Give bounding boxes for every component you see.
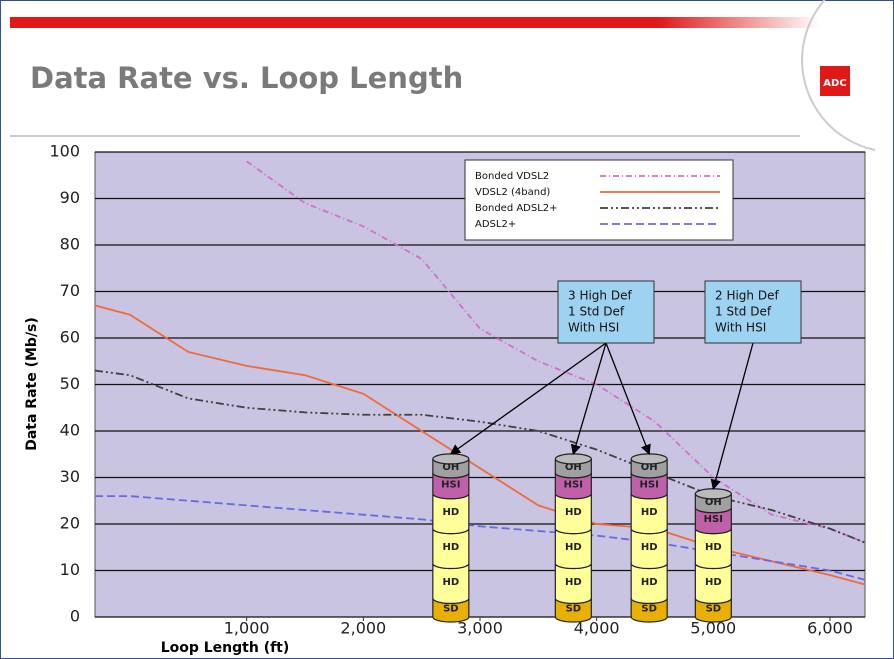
- y-tick-label: 100: [49, 142, 80, 161]
- callout-text: 1 Std Def: [715, 305, 772, 319]
- y-tick-label: 70: [60, 281, 80, 300]
- stack-label: HSI: [441, 479, 460, 490]
- legend-label: ADSL2+: [475, 219, 516, 230]
- x-axis-label: Loop Length (ft): [161, 640, 290, 656]
- stack-label: SD: [706, 604, 722, 615]
- stack-label: HD: [641, 542, 658, 553]
- stack-label: SD: [443, 604, 459, 615]
- y-tick-label: 0: [70, 607, 80, 626]
- y-tick-label: 60: [60, 328, 80, 347]
- logo: ADC: [823, 78, 846, 89]
- x-tick-label: 2,000: [340, 619, 386, 638]
- y-tick-label: 90: [60, 188, 80, 207]
- y-tick-label: 80: [60, 235, 80, 254]
- x-tick-label: 4,000: [574, 619, 620, 638]
- stack-cap: [555, 454, 591, 464]
- y-tick-label: 50: [60, 374, 80, 393]
- stack-label: HD: [442, 507, 459, 518]
- y-axis-label: Data Rate (Mb/s): [24, 317, 40, 451]
- chart-title: Data Rate vs. Loop Length: [30, 61, 463, 95]
- stack-cap: [433, 454, 469, 464]
- stack-label: HD: [705, 542, 722, 553]
- y-tick-label: 20: [60, 514, 80, 533]
- callout-text: 3 High Def: [568, 289, 632, 303]
- page: ADC Data Rate vs. Loop Length SD HD HD HD HS…: [0, 0, 894, 659]
- slide: ADC Data Rate vs. Loop Length SD HD HD HD HS…: [0, 0, 894, 659]
- red-bar: [10, 17, 820, 28]
- callout-text: With HSI: [568, 321, 619, 335]
- y-tick-label: 10: [60, 560, 80, 579]
- stack-label: HSI: [640, 479, 659, 490]
- stack-label: HD: [442, 577, 459, 588]
- stack-label: HD: [565, 507, 582, 518]
- stack-label: SD: [641, 604, 657, 615]
- stack-label: HSI: [704, 514, 723, 525]
- stack-label: HD: [641, 577, 658, 588]
- stack-label: SD: [566, 604, 582, 615]
- stack-label: HD: [641, 507, 658, 518]
- x-tick-label: 6,000: [807, 619, 853, 638]
- y-tick-label: 40: [60, 421, 80, 440]
- x-tick-label: 1,000: [224, 619, 270, 638]
- callout-text: 2 High Def: [715, 289, 779, 303]
- stack-label: HD: [565, 542, 582, 553]
- legend-label: Bonded VDSL2: [475, 171, 549, 182]
- callout-text: 1 Std Def: [568, 305, 625, 319]
- callout-text: With HSI: [715, 321, 766, 335]
- stack-cap: [695, 489, 731, 499]
- legend-label: VDSL2 (4band): [475, 187, 550, 198]
- x-tick-label: 5,000: [690, 619, 736, 638]
- stack-cap: [631, 454, 667, 464]
- legend-label: Bonded ADSL2+: [475, 203, 558, 214]
- stack-label: HD: [565, 577, 582, 588]
- x-tick-label: 3,000: [457, 619, 503, 638]
- legend: Bonded VDSL2 VDSL2 (4band) Bonded ADSL2+ AD…: [465, 160, 733, 240]
- stack-label: HD: [442, 542, 459, 553]
- stack-label: HD: [705, 577, 722, 588]
- stack-label: HSI: [564, 479, 583, 490]
- y-tick-label: 30: [60, 467, 80, 486]
